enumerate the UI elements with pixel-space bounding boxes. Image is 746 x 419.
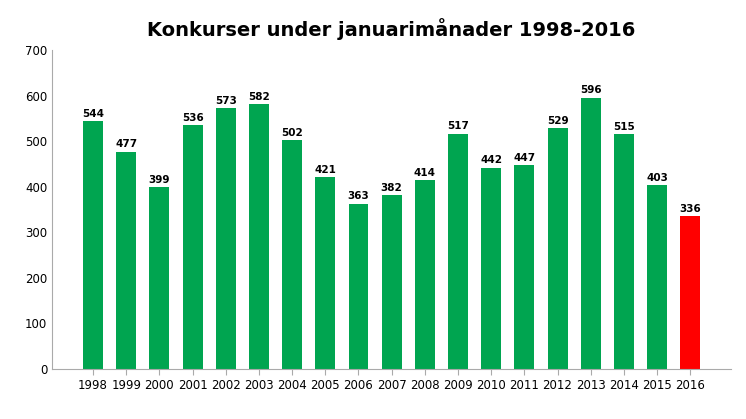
Bar bbox=[680, 216, 700, 369]
Bar bbox=[348, 204, 369, 369]
Bar bbox=[183, 125, 202, 369]
Bar bbox=[647, 185, 667, 369]
Bar bbox=[216, 108, 236, 369]
Text: 573: 573 bbox=[215, 96, 236, 106]
Bar bbox=[116, 152, 137, 369]
Text: 421: 421 bbox=[314, 165, 336, 175]
Text: 336: 336 bbox=[680, 204, 701, 214]
Bar bbox=[548, 128, 568, 369]
Text: 477: 477 bbox=[115, 140, 137, 150]
Bar bbox=[249, 104, 269, 369]
Text: 517: 517 bbox=[447, 121, 469, 131]
Text: 447: 447 bbox=[513, 153, 536, 163]
Text: 399: 399 bbox=[148, 175, 170, 185]
Text: 582: 582 bbox=[248, 92, 270, 102]
Text: 382: 382 bbox=[380, 183, 403, 193]
Text: 414: 414 bbox=[414, 168, 436, 178]
Text: 515: 515 bbox=[613, 122, 635, 132]
Text: 502: 502 bbox=[281, 128, 303, 138]
Text: 442: 442 bbox=[480, 155, 502, 166]
Bar bbox=[149, 187, 169, 369]
Bar bbox=[448, 134, 468, 369]
Bar bbox=[415, 181, 435, 369]
Bar bbox=[614, 134, 634, 369]
Text: 403: 403 bbox=[646, 173, 668, 183]
Bar bbox=[83, 121, 103, 369]
Bar bbox=[382, 195, 401, 369]
Bar bbox=[515, 166, 534, 369]
Text: 529: 529 bbox=[547, 116, 568, 126]
Title: Konkurser under januarimånader 1998-2016: Konkurser under januarimånader 1998-2016 bbox=[148, 18, 636, 40]
Bar bbox=[282, 140, 302, 369]
Bar bbox=[481, 168, 501, 369]
Text: 536: 536 bbox=[182, 113, 204, 123]
Bar bbox=[581, 98, 601, 369]
Bar bbox=[316, 177, 335, 369]
Text: 363: 363 bbox=[348, 191, 369, 201]
Text: 544: 544 bbox=[82, 109, 104, 119]
Text: 596: 596 bbox=[580, 85, 601, 95]
